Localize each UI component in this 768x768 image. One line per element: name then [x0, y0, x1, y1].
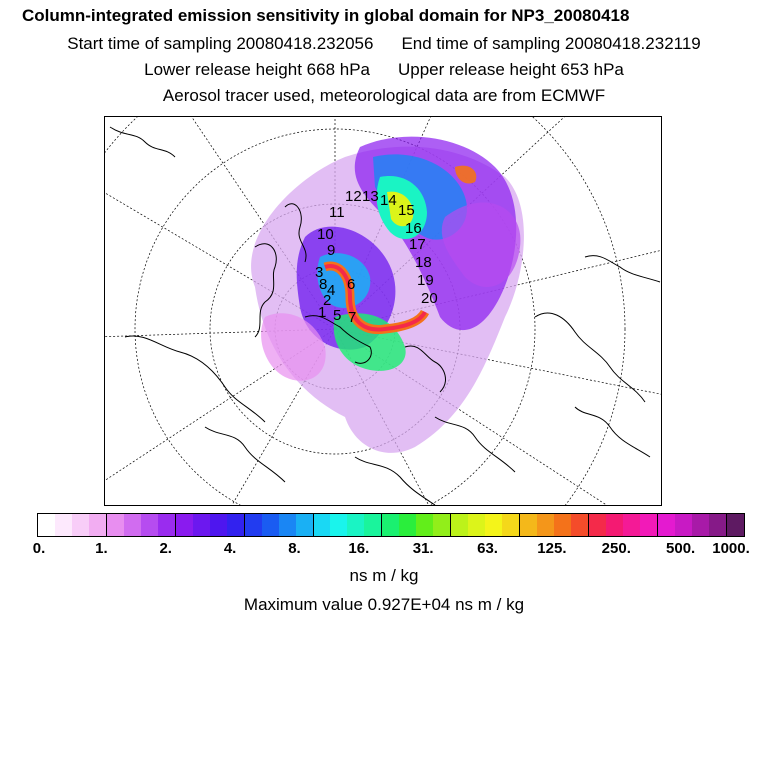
- colorbar-segment: [485, 514, 503, 536]
- trajectory-label: 9: [327, 242, 335, 259]
- colorbar-segment: [520, 514, 538, 536]
- colorbar-segment: [416, 514, 434, 536]
- colorbar-tick-label: 8.: [288, 540, 301, 557]
- colorbar-segment: [537, 514, 555, 536]
- colorbar-segment: [347, 514, 365, 536]
- colorbar-segment: [468, 514, 486, 536]
- upper-release-label: Upper release height 653 hPa: [398, 60, 624, 79]
- colorbar-segment: [209, 514, 227, 536]
- colorbar-segment: [330, 514, 348, 536]
- colorbar-segment: [106, 514, 124, 536]
- colorbar-segment: [708, 514, 727, 536]
- trajectory-label: 17: [409, 236, 426, 253]
- trajectory-label: 5: [333, 307, 341, 324]
- figure-title: Column-integrated emission sensitivity i…: [22, 6, 630, 25]
- colorbar-segment: [589, 514, 606, 536]
- trajectory-label: 19: [417, 272, 434, 289]
- trajectory-label: 4: [327, 282, 335, 299]
- trajectory-label: 8: [319, 276, 327, 293]
- maximum-value-text: Maximum value 0.927E+04 ns m / kg: [243, 595, 525, 614]
- end-time-label: End time of sampling 20080418.232119: [401, 34, 701, 53]
- colorbar-tick-label: 63.: [477, 540, 498, 557]
- trajectory-label: 11: [329, 204, 345, 221]
- colorbar-segment: [54, 514, 72, 536]
- colorbar-segment: [175, 514, 193, 536]
- colorbar-unit: ns m / kg: [349, 566, 419, 585]
- colorbar-segment: [433, 514, 452, 536]
- colorbar-segment: [451, 514, 469, 536]
- trajectory-label: 13: [362, 188, 379, 205]
- trajectory-label: 7: [348, 309, 356, 326]
- tracer-info-line: Aerosol tracer used, meteorological data…: [162, 86, 606, 105]
- colorbar-tick-label: 31.: [412, 540, 434, 557]
- colorbar-segment: [639, 514, 658, 536]
- colorbar-segment: [157, 514, 176, 536]
- colorbar-segment: [502, 514, 521, 536]
- colorbar-segment: [364, 514, 383, 536]
- colorbar-tick-label: 1000.: [712, 540, 750, 557]
- trajectory-label: 20: [421, 290, 438, 307]
- colorbar-segment: [261, 514, 279, 536]
- colorbar-segment: [71, 514, 89, 536]
- sensitivity-field: [251, 136, 524, 453]
- trajectory-label: 14: [380, 192, 397, 209]
- colorbar-tick-label: 2.: [159, 540, 172, 557]
- colorbar-segment: [571, 514, 589, 536]
- colorbar-segment: [278, 514, 296, 536]
- colorbar-tick-label: 250.: [601, 540, 631, 557]
- release-height-line: Lower release height 668 hPa Upper releas…: [0, 60, 768, 80]
- colorbar-segment: [140, 514, 158, 536]
- colorbar-segment: [295, 514, 314, 536]
- colorbar-segment: [726, 514, 744, 536]
- trajectory-label: 18: [415, 254, 432, 271]
- trajectory-label: 1: [318, 304, 326, 321]
- trajectory-labels: 1 2 3 4 5 6 7 8 9 10 11 12 13 14 15 16 1…: [315, 188, 438, 326]
- colorbar-segment: [192, 514, 210, 536]
- colorbar-segment: [313, 514, 331, 536]
- trajectory-label: 2: [323, 292, 331, 309]
- colorbar-tick-label: 0.: [32, 540, 46, 557]
- colorbar-segment: [226, 514, 245, 536]
- trajectory-label: 12: [345, 188, 362, 205]
- colorbar-segment: [399, 514, 417, 536]
- sampling-time-line: Start time of sampling 20080418.232056 En…: [0, 34, 768, 54]
- colorbar-segment: [674, 514, 692, 536]
- colorbar: [37, 513, 745, 537]
- colorbar-tick-labels: 0. 1. 2. 4. 8. 16. 31. 63. 125. 250. 500. 1000.: [0, 540, 768, 560]
- trajectory-label: 10: [317, 226, 334, 243]
- colorbar-segment: [691, 514, 709, 536]
- colorbar-segment: [88, 514, 107, 536]
- colorbar-segment: [123, 514, 141, 536]
- colorbar-tick-label: 1.: [95, 540, 108, 557]
- colorbar-tick-label: 125.: [537, 540, 567, 557]
- colorbar-segment: [605, 514, 623, 536]
- colorbar-segment: [622, 514, 640, 536]
- sensitivity-map: 1 2 3 4 5 6 7 8 9 10 11 12 13 14 15 16 1…: [104, 116, 662, 506]
- colorbar-tick-label: 500.: [666, 540, 696, 557]
- colorbar-segment: [38, 514, 55, 536]
- trajectory-label: 16: [405, 220, 422, 237]
- colorbar-segment: [554, 514, 572, 536]
- colorbar-tick-label: 4.: [223, 540, 237, 557]
- colorbar-segment: [244, 514, 262, 536]
- trajectory-label: 3: [315, 264, 323, 281]
- colorbar-segment: [382, 514, 400, 536]
- start-time-label: Start time of sampling 20080418.232056: [67, 34, 374, 53]
- map-canvas: 1 2 3 4 5 6 7 8 9 10 11 12 13 14 15 16 1…: [105, 117, 661, 505]
- trajectory-label: 15: [398, 202, 415, 219]
- colorbar-tick-label: 16.: [348, 540, 370, 557]
- trajectory-label: 6: [347, 276, 355, 293]
- coastlines: [109, 126, 661, 505]
- lower-release-label: Lower release height 668 hPa: [144, 60, 370, 79]
- colorbar-segment: [657, 514, 675, 536]
